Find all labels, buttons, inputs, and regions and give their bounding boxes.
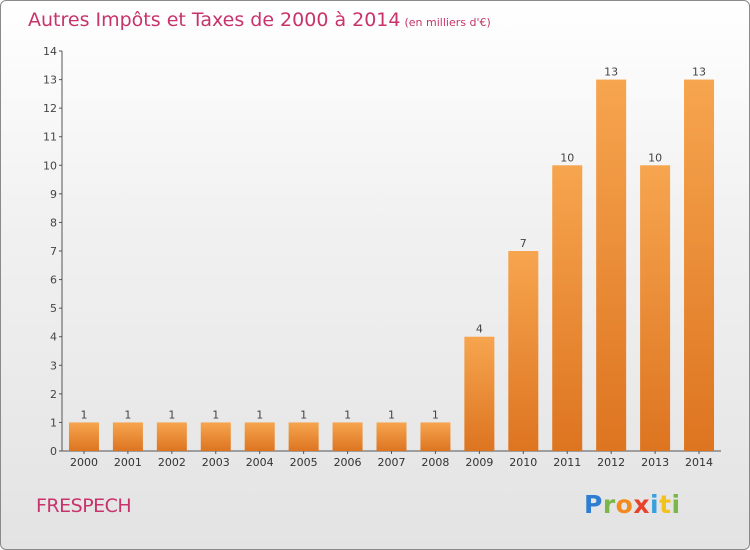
x-tick-label: 2013: [641, 456, 669, 469]
data-label: 13: [604, 66, 618, 79]
x-tick-label: 2009: [465, 456, 493, 469]
y-tick-label: 2: [50, 388, 57, 401]
data-label: 1: [168, 408, 175, 421]
bar: [157, 422, 187, 451]
y-tick-label: 12: [43, 102, 57, 115]
proxiti-logo[interactable]: Proxiti: [584, 490, 681, 519]
bar: [420, 422, 450, 451]
y-tick-label: 14: [43, 45, 57, 58]
x-tick-label: 2010: [509, 456, 537, 469]
bar: [596, 80, 626, 451]
x-tick-label: 2003: [202, 456, 230, 469]
bar: [245, 422, 275, 451]
x-tick-label: 2002: [158, 456, 186, 469]
bar: [377, 422, 407, 451]
data-label: 1: [300, 408, 307, 421]
x-tick-label: 2012: [597, 456, 625, 469]
data-label: 13: [692, 66, 706, 79]
x-tick-label: 2006: [334, 456, 362, 469]
y-tick-label: 0: [50, 445, 57, 458]
data-label: 1: [124, 408, 131, 421]
data-label: 4: [476, 323, 483, 336]
data-label: 1: [432, 408, 439, 421]
bar: [464, 337, 494, 451]
y-tick-label: 6: [50, 274, 57, 287]
bar: [684, 80, 714, 451]
data-label: 1: [388, 408, 395, 421]
y-tick-label: 13: [43, 74, 57, 87]
y-tick-label: 7: [50, 245, 57, 258]
town-name: FRESPECH: [36, 495, 131, 517]
bar: [69, 422, 99, 451]
y-tick-label: 4: [50, 331, 57, 344]
data-label: 10: [648, 151, 662, 164]
bar: [333, 422, 363, 451]
y-tick-label: 1: [50, 416, 57, 429]
x-tick-label: 2005: [290, 456, 318, 469]
bar: [508, 251, 538, 451]
data-label: 1: [256, 408, 263, 421]
y-tick-label: 11: [43, 131, 57, 144]
y-tick-label: 8: [50, 216, 57, 229]
x-tick-label: 2000: [70, 456, 98, 469]
data-label: 10: [560, 151, 574, 164]
data-label: 1: [212, 408, 219, 421]
bar: [201, 422, 231, 451]
x-tick-label: 2011: [553, 456, 581, 469]
bar: [640, 165, 670, 451]
bar: [552, 165, 582, 451]
data-label: 1: [344, 408, 351, 421]
y-tick-label: 5: [50, 302, 57, 315]
y-tick-label: 3: [50, 359, 57, 372]
y-tick-label: 9: [50, 188, 57, 201]
y-tick-label: 10: [43, 159, 57, 172]
data-label: 7: [520, 237, 527, 250]
plot-area: 0123456789101112131420001200112002120031…: [43, 45, 721, 469]
x-tick-label: 2007: [378, 456, 406, 469]
data-label: 1: [80, 408, 87, 421]
bar: [113, 422, 143, 451]
x-tick-label: 2008: [421, 456, 449, 469]
x-tick-label: 2004: [246, 456, 274, 469]
x-tick-label: 2014: [685, 456, 713, 469]
x-tick-label: 2001: [114, 456, 142, 469]
bar: [289, 422, 319, 451]
